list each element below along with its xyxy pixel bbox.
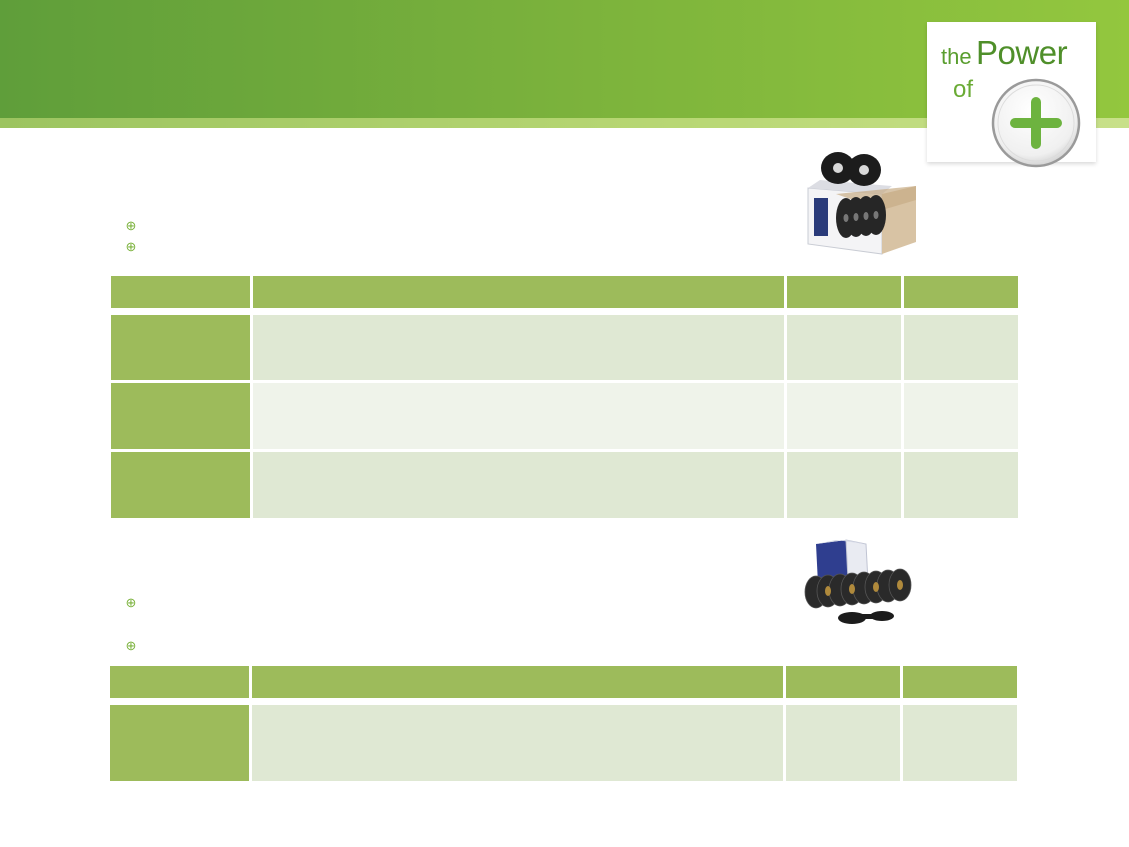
table-cell — [903, 705, 1017, 781]
table-header-cell — [787, 276, 902, 308]
table-row-header-cell — [110, 705, 249, 781]
table-cell — [786, 705, 901, 781]
table-cell — [787, 452, 902, 518]
table-cell — [904, 383, 1018, 449]
table-row — [111, 383, 1018, 449]
power-of-plus-logo: the Power of — [927, 22, 1096, 168]
table-cell — [904, 315, 1018, 380]
table-header-cell — [111, 276, 250, 308]
table-cell — [252, 315, 785, 380]
logo-wordmark: the Power — [941, 34, 1068, 71]
ribbon-box-product-image — [807, 152, 916, 255]
table-row — [111, 315, 1018, 380]
section2-bullet-1: ⊕ — [125, 595, 137, 610]
table-cell — [787, 383, 902, 449]
header-banner-underline — [0, 118, 1129, 128]
table-header-cell — [904, 276, 1018, 308]
section1-spec-table — [108, 273, 1021, 521]
table-row — [111, 452, 1018, 518]
table-cell — [252, 383, 785, 449]
table-row-header-cell — [111, 383, 250, 449]
table-header-cell — [252, 276, 785, 308]
table-header-cell — [251, 666, 784, 698]
section1-bullet-2: ⊕ — [125, 239, 137, 254]
section1-bullet-1: ⊕ — [125, 218, 137, 233]
table-row — [110, 705, 1017, 781]
table-header-row — [111, 276, 1018, 308]
table-header-cell — [110, 666, 249, 698]
table-header-cell — [903, 666, 1017, 698]
table-header-row — [110, 666, 1017, 698]
plus-circle-icon — [991, 78, 1081, 168]
section2-bullet-2: ⊕ — [125, 638, 137, 653]
table-row-header-cell — [111, 315, 250, 380]
logo-of-text: of — [953, 76, 974, 103]
table-cell — [904, 452, 1018, 518]
logo-the-text: the — [941, 44, 972, 69]
section2-spec-table — [107, 663, 1020, 784]
ribbon-spools-product-image — [804, 539, 912, 624]
table-cell — [252, 452, 785, 518]
table-header-cell — [786, 666, 901, 698]
logo-power-text: Power — [976, 34, 1068, 71]
table-cell — [787, 315, 902, 380]
table-row-header-cell — [111, 452, 250, 518]
table-cell — [251, 705, 784, 781]
